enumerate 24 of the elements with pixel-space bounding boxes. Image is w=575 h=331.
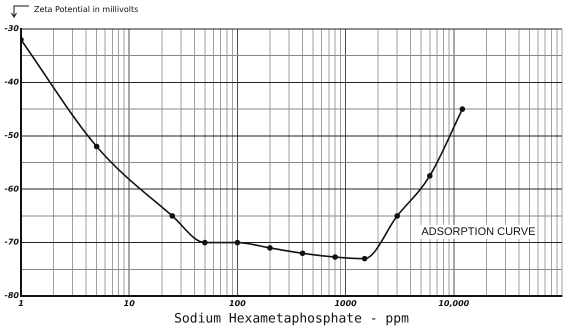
point	[426, 173, 433, 179]
point	[332, 254, 338, 260]
y-tick-label: -30	[4, 24, 20, 34]
y-tick-label: -70	[4, 238, 20, 247]
x-tick-label: 10	[124, 298, 136, 308]
y-tick-label: -50	[4, 130, 20, 140]
y-tick-label: -60	[4, 184, 20, 194]
point	[460, 106, 466, 112]
point	[362, 256, 368, 262]
y-tick-label: -40	[4, 77, 20, 86]
x-tick-label: 10,000	[438, 298, 470, 308]
x-tick-label: 100	[229, 298, 246, 308]
point	[394, 213, 400, 219]
x-axis-title: Sodium Hexametaphosphate - ppm	[174, 312, 410, 327]
annotation: ADSORPTION CURVE	[421, 226, 536, 238]
y-axis-title: Zeta Potential in millivolts	[34, 5, 138, 14]
x-tick-label: 1000	[334, 298, 358, 308]
point	[169, 213, 176, 219]
y-tick-label: -80	[4, 291, 20, 300]
point	[234, 240, 240, 246]
x-tick-label: 1	[18, 298, 24, 308]
point	[300, 250, 306, 256]
point	[202, 240, 208, 246]
point	[267, 245, 273, 251]
